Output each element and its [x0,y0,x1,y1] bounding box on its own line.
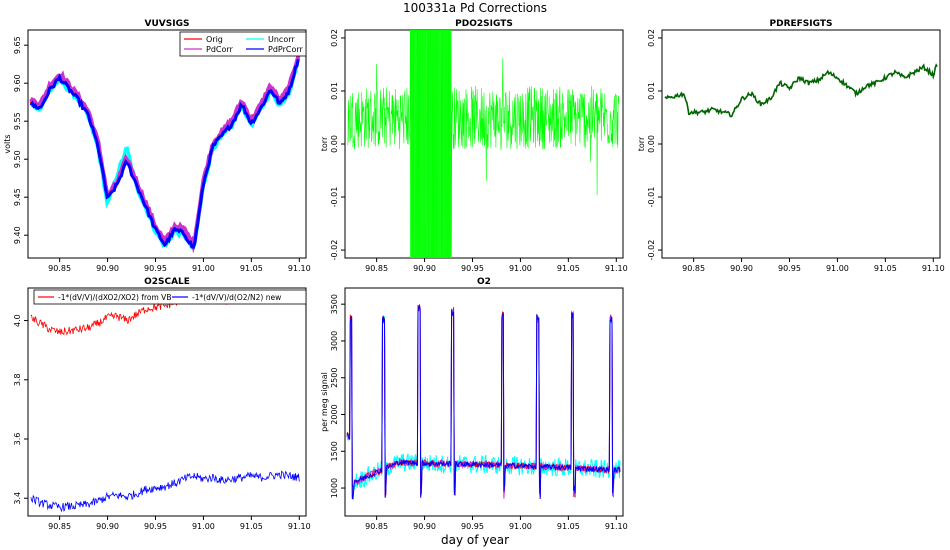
vuvsigs-xtick-label: 91.10 [288,264,311,273]
vuvsigs-series-pdcorr [29,55,301,254]
o2-xtick-label: 90.95 [461,522,484,531]
o2-xtick-label: 90.85 [365,522,388,531]
pdo2sigts-xtick-label: 90.85 [365,264,388,273]
o2scale-xtick-label: 90.95 [144,522,167,531]
vuvsigs-legend-label: PdPrCorr [268,45,304,54]
o2-series-pdprcorr [346,305,621,500]
o2-ytick-label: 3500 [330,294,339,314]
pdrefsigts-ytick-label: 0.02 [647,29,656,47]
pdo2sigts-series [347,30,620,258]
o2-xtick-label: 90.90 [413,522,436,531]
o2-ylabel: per meg signal [320,372,329,432]
vuvsigs-ytick-label: 9.60 [13,74,22,92]
pdo2sigts-xtick-label: 91.10 [605,264,628,273]
o2-ytick-label: 3000 [330,331,339,351]
pdrefsigts-xtick-label: 91.10 [922,264,945,273]
vuvsigs-xtick-label: 90.90 [96,264,119,273]
pdo2sigts-ytick-label: 0.02 [330,29,339,47]
o2scale-xtick-label: 90.85 [48,522,71,531]
pdrefsigts-ytick-label: -0.01 [647,187,656,208]
figure-title: 100331a Pd Corrections [403,1,547,15]
vuvsigs-ytick-label: 9.50 [13,150,22,168]
o2-xtick-label: 91.10 [605,522,628,531]
vuvsigs-legend-label: Uncorr [268,35,295,44]
vuvsigs-frame [27,29,307,259]
vuvsigs-legend-label: Orig [206,35,223,44]
pdo2sigts-xtick-label: 91.00 [509,264,532,273]
pdo2sigts-ylabel: torr [320,136,329,151]
figure-xlabel: day of year [441,533,509,547]
pdrefsigts-xtick-label: 90.95 [778,264,801,273]
pdrefsigts-series [664,63,938,118]
o2scale-legend-label: -1*(dV/V)/d(O2/N2) new [192,293,281,302]
panel-o2: O2 90.85 90.90 90.95 91.00 91.05 91.10 1000 1500… [320,277,628,531]
o2scale-series-1 [30,470,300,513]
pdo2sigts-ytick-label: 0.01 [330,82,339,100]
vuvsigs-title: VUVSIGS [145,19,190,29]
pdo2sigts-ytick-label: -0.01 [330,187,339,208]
o2scale-legend [33,289,307,305]
pdrefsigts-xtick-label: 91.05 [874,264,897,273]
vuvsigs-ytick-label: 9.65 [13,36,22,54]
vuvsigs-xtick-label: 90.95 [144,264,167,273]
pdo2sigts-xtick-label: 91.05 [557,264,580,273]
o2scale-xtick-label: 91.05 [240,522,263,531]
o2scale-xtick-label: 90.90 [96,522,119,531]
vuvsigs-ytick-label: 9.40 [13,226,22,244]
vuvsigs-ytick-label: 9.55 [13,112,22,130]
pdrefsigts-xtick-label: 90.90 [730,264,753,273]
o2scale-ytick-label: 3.8 [13,373,22,386]
panel-pdo2sigts: PDO2SIGTS 90.85 90.90 90.95 91.00 91.05 91.10 -… [320,19,628,273]
pdo2sigts-burst-band [410,30,452,258]
o2-ytick-label: 1000 [330,478,339,498]
vuvsigs-xtick-label: 90.85 [48,264,71,273]
vuvsigs-ytick-label: 9.45 [13,188,22,206]
vuvsigs-series-pdprcorr [29,58,300,249]
o2scale-title: O2SCALE [144,277,190,287]
o2-ytick-label: 2000 [330,404,339,424]
pdrefsigts-ytick-label: 0.00 [647,135,656,153]
vuvsigs-series-orig [29,54,300,250]
vuvsigs-ylabel: volts [3,134,12,153]
o2-ytick-label: 2500 [330,368,339,388]
pdo2sigts-ytick-label: 0.00 [330,135,339,153]
panel-o2scale: O2SCALE 90.85 90.90 90.95 91.00 91.05 91.10 3.4… [13,277,311,531]
o2scale-xtick-label: 91.00 [192,522,215,531]
o2scale-ytick-label: 3.4 [13,492,22,505]
panel-vuvsigs: VUVSIGS 90.85 90.90 90.95 91.00 91.05 91.10 9.4… [3,19,311,273]
vuvsigs-legend-label: PdCorr [206,45,234,54]
o2scale-legend-label: -1*(dV/V)/(dXO2/XO2) from VB [58,293,171,302]
o2scale-frame [27,287,307,517]
plot-grid: VUVSIGS 90.85 90.90 90.95 91.00 91.05 91.10 9.4… [3,19,945,531]
o2-title: O2 [477,277,491,287]
vuvsigs-xtick-label: 91.05 [240,264,263,273]
pdo2sigts-title: PDO2SIGTS [455,19,513,29]
pdrefsigts-xtick-label: 91.00 [826,264,849,273]
o2scale-ytick-label: 4.0 [13,314,22,327]
pdrefsigts-frame [661,29,941,259]
vuvsigs-legend [179,31,307,57]
o2scale-ytick-label: 3.6 [13,433,22,446]
vuvsigs-xtick-label: 91.00 [192,264,215,273]
pdrefsigts-ylabel: torr [637,136,646,151]
pdo2sigts-ytick-label: -0.02 [330,240,339,261]
pdrefsigts-ytick-label: -0.02 [647,240,656,261]
panel-pdrefsigts: PDREFSIGTS 90.85 90.90 90.95 91.00 91.05 91.10… [637,19,945,273]
o2-xtick-label: 91.00 [509,522,532,531]
pdrefsigts-ytick-label: 0.01 [647,82,656,100]
pdrefsigts-title: PDREFSIGTS [770,19,833,29]
pdo2sigts-xtick-label: 90.95 [461,264,484,273]
pdrefsigts-xtick-label: 90.85 [682,264,705,273]
pdo2sigts-frame [344,29,624,259]
o2-frame [344,287,624,517]
o2scale-xtick-label: 91.10 [288,522,311,531]
pdo2sigts-xtick-label: 90.90 [413,264,436,273]
o2-ytick-label: 1500 [330,441,339,461]
o2-xtick-label: 91.05 [557,522,580,531]
